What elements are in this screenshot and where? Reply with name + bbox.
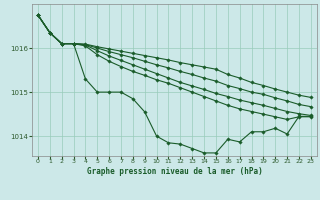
X-axis label: Graphe pression niveau de la mer (hPa): Graphe pression niveau de la mer (hPa) — [86, 167, 262, 176]
